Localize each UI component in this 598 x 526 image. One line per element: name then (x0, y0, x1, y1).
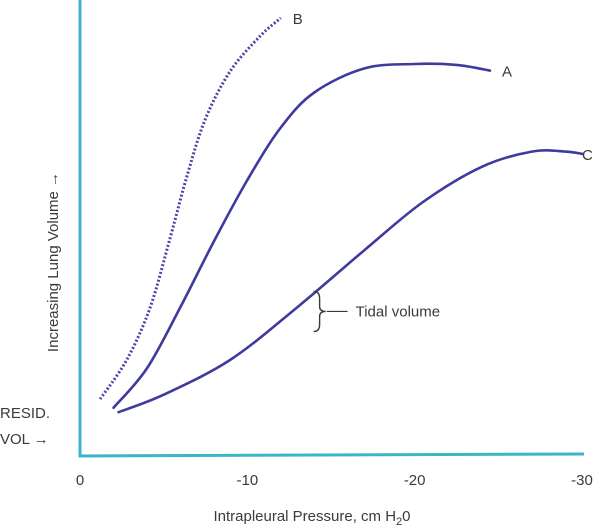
x-axis-label-subscript: 2 (396, 516, 402, 526)
x-tick-label: -20 (404, 472, 426, 489)
x-axis-label-tail: 0 (402, 508, 410, 525)
curve-label-c: C (582, 147, 593, 164)
curve-a (112, 62, 492, 410)
tidal-volume-brace (313, 290, 326, 333)
residual-volume-label-line1: RESID. (0, 405, 50, 422)
curve-label-b: B (293, 11, 303, 28)
x-tick-label: -30 (571, 472, 593, 489)
x-axis-label: Intrapleural Pressure, cm H20 (213, 508, 410, 526)
x-tick-labels: 0 -10 -20 -30 (76, 472, 593, 489)
y-axis-label: Increasing Lung Volume → (45, 172, 62, 352)
axes (78, 0, 585, 458)
residual-volume-label-line2: VOL → (0, 431, 49, 448)
curves (98, 16, 584, 414)
curve-c (117, 149, 584, 414)
tidal-volume-label: Tidal volume (356, 303, 440, 320)
curve-label-a: A (502, 64, 512, 81)
x-axis (78, 452, 585, 458)
x-axis-label-main: Intrapleural Pressure, cm H (213, 508, 396, 525)
curve-b (98, 16, 282, 400)
x-tick-label: 0 (76, 472, 84, 489)
annotations: Tidal volume (313, 290, 440, 333)
x-tick-label: -10 (236, 472, 258, 489)
curve-labels: B A C (293, 11, 593, 164)
